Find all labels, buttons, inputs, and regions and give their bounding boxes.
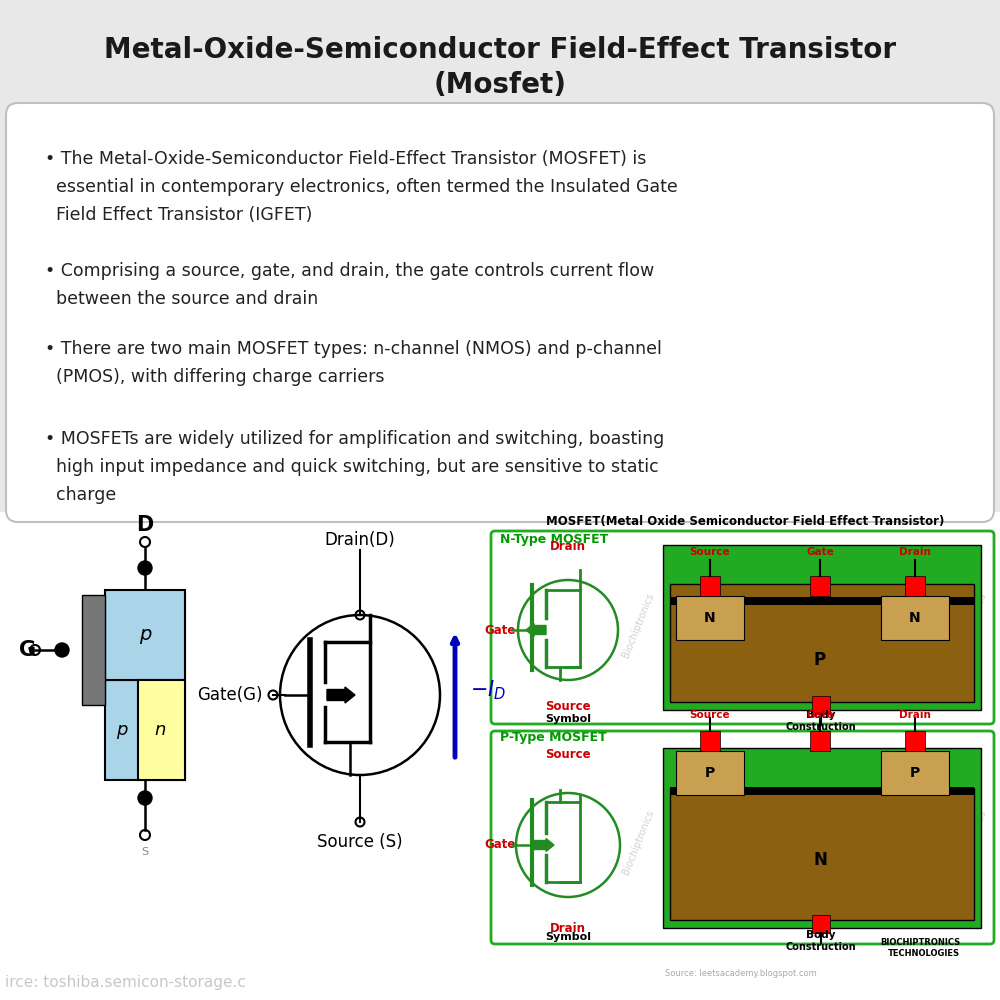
Bar: [663, 545, 981, 710]
Text: (PMOS), with differing charge carriers: (PMOS), with differing charge carriers: [45, 368, 384, 386]
Text: Gate: Gate: [806, 710, 834, 720]
Text: $-I_D$: $-I_D$: [470, 678, 506, 702]
Text: Metal-Oxide-Semiconductor Field-Effect Transistor: Metal-Oxide-Semiconductor Field-Effect T…: [104, 36, 896, 64]
Bar: [881, 596, 949, 640]
Text: P-Type MOSFET: P-Type MOSFET: [500, 732, 607, 744]
Text: Biochiptronics: Biochiptronics: [952, 591, 988, 659]
Text: S: S: [141, 847, 149, 857]
Bar: [82, 595, 105, 705]
Text: Source: Source: [545, 748, 591, 762]
Text: Biochiptronics: Biochiptronics: [620, 591, 656, 659]
Text: Source: Source: [690, 710, 730, 720]
Text: Drain: Drain: [550, 540, 586, 554]
Text: P: P: [910, 766, 920, 780]
Text: • MOSFETs are widely utilized for amplification and switching, boasting: • MOSFETs are widely utilized for amplif…: [45, 430, 664, 448]
Text: Symbol: Symbol: [545, 714, 591, 724]
Bar: [670, 788, 974, 920]
Bar: [812, 915, 830, 933]
Text: N: N: [909, 611, 921, 625]
Text: (Mosfet): (Mosfet): [434, 71, 566, 99]
Circle shape: [55, 643, 69, 657]
FancyBboxPatch shape: [491, 531, 994, 724]
Text: Body: Body: [806, 710, 836, 720]
Text: Field Effect Transistor (IGFET): Field Effect Transistor (IGFET): [45, 206, 312, 224]
Text: N: N: [813, 851, 827, 869]
Text: P: P: [705, 766, 715, 780]
Bar: [810, 576, 830, 596]
FancyBboxPatch shape: [491, 731, 994, 944]
Text: p: p: [139, 626, 151, 645]
Text: D: D: [136, 515, 154, 535]
Bar: [670, 787, 974, 795]
Text: irce: toshiba.semicon-storage.c: irce: toshiba.semicon-storage.c: [5, 974, 246, 990]
Text: p: p: [116, 721, 128, 739]
Text: MOSFET(Metal Oxide Semiconductor Field Effect Transistor): MOSFET(Metal Oxide Semiconductor Field E…: [546, 516, 944, 528]
Text: Drain: Drain: [899, 710, 931, 720]
Bar: [700, 731, 720, 751]
Circle shape: [138, 791, 152, 805]
Bar: [810, 731, 830, 751]
Text: n: n: [154, 721, 166, 739]
Text: Gate: Gate: [484, 624, 516, 637]
Bar: [670, 597, 974, 605]
Text: P: P: [814, 651, 826, 669]
Circle shape: [138, 561, 152, 575]
Bar: [676, 751, 744, 795]
Text: N-Type MOSFET: N-Type MOSFET: [500, 534, 608, 546]
Text: • The Metal-Oxide-Semiconductor Field-Effect Transistor (MOSFET) is: • The Metal-Oxide-Semiconductor Field-Ef…: [45, 150, 646, 168]
Bar: [905, 576, 925, 596]
Text: N: N: [704, 611, 716, 625]
Text: Construction: Construction: [786, 722, 856, 732]
Text: Source: leetsacademy.blogspot.com: Source: leetsacademy.blogspot.com: [665, 968, 817, 978]
Bar: [881, 751, 949, 795]
Text: Drain: Drain: [550, 922, 586, 934]
Bar: [663, 748, 981, 928]
Text: Gate(G): Gate(G): [197, 686, 263, 704]
Bar: [812, 696, 830, 714]
Bar: [700, 576, 720, 596]
Text: between the source and drain: between the source and drain: [45, 290, 318, 308]
Bar: [905, 731, 925, 751]
FancyArrow shape: [526, 624, 546, 637]
Bar: [105, 680, 185, 780]
Text: Construction: Construction: [786, 942, 856, 952]
Text: Body: Body: [806, 930, 836, 940]
Bar: [676, 596, 744, 640]
Bar: [0, 512, 1000, 1000]
Text: • There are two main MOSFET types: n-channel (NMOS) and p-channel: • There are two main MOSFET types: n-cha…: [45, 340, 662, 358]
FancyArrow shape: [534, 838, 554, 852]
Text: Biochiptronics: Biochiptronics: [620, 808, 656, 876]
Text: Biochiptronics: Biochiptronics: [952, 808, 988, 876]
Text: G: G: [19, 640, 37, 660]
Bar: [105, 590, 185, 680]
Text: Gate: Gate: [806, 547, 834, 557]
Text: Source: Source: [545, 700, 591, 714]
Text: Gate: Gate: [484, 838, 516, 852]
Text: essential in contemporary electronics, often termed the Insulated Gate: essential in contemporary electronics, o…: [45, 178, 678, 196]
Text: high input impedance and quick switching, but are sensitive to static: high input impedance and quick switching…: [45, 458, 659, 476]
FancyBboxPatch shape: [6, 103, 994, 522]
Text: Source (S): Source (S): [317, 833, 403, 851]
Text: Drain(D): Drain(D): [325, 531, 395, 549]
FancyArrow shape: [327, 687, 355, 703]
Text: BIOCHIPTRONICS
TECHNOLOGIES: BIOCHIPTRONICS TECHNOLOGIES: [880, 938, 960, 958]
Text: Drain: Drain: [899, 547, 931, 557]
Text: Source: Source: [690, 547, 730, 557]
Text: charge: charge: [45, 486, 116, 504]
Bar: [138, 680, 185, 780]
Text: • Comprising a source, gate, and drain, the gate controls current flow: • Comprising a source, gate, and drain, …: [45, 262, 654, 280]
Text: Symbol: Symbol: [545, 932, 591, 942]
Bar: [670, 584, 974, 702]
